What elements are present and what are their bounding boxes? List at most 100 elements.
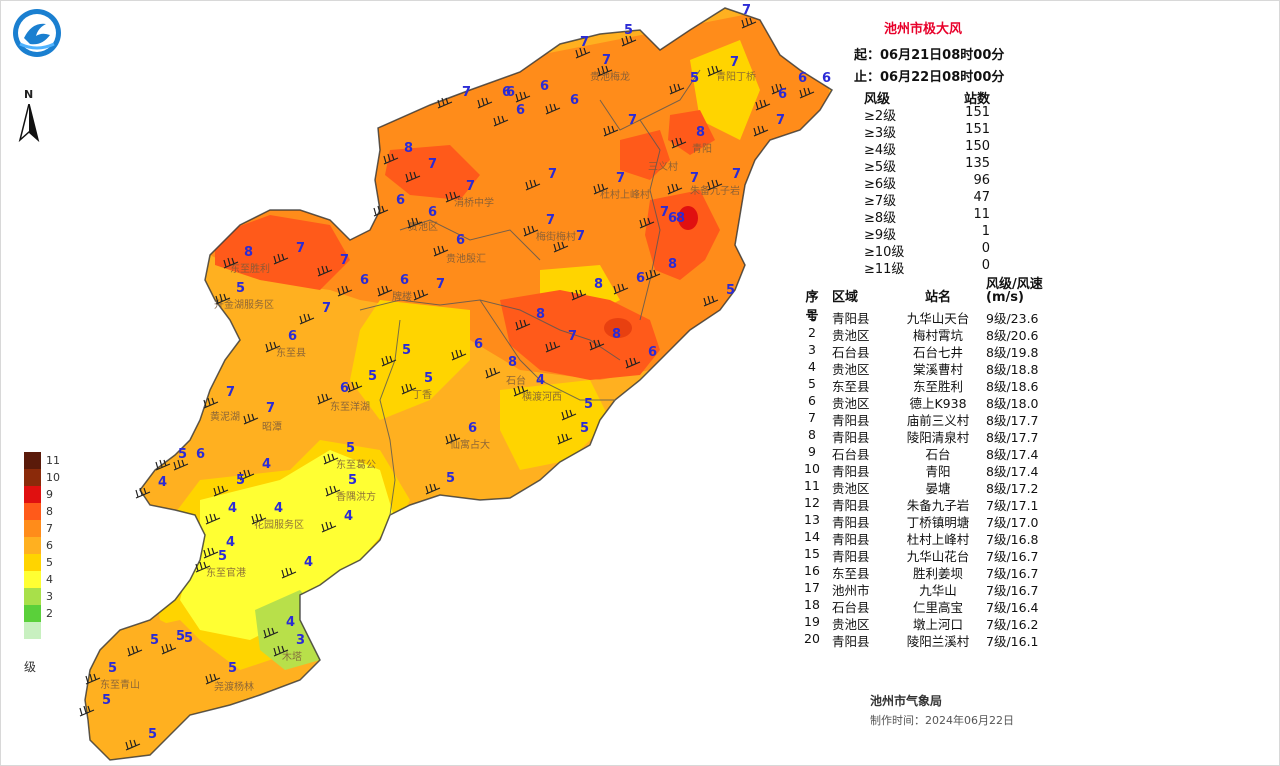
wind-grade-label: 6: [668, 211, 677, 226]
station-name-cell: 石台: [925, 447, 951, 462]
legend-label: 8: [46, 505, 53, 518]
wind-grade-label: 5: [150, 633, 159, 648]
station-name-cell: 墩上河口: [912, 617, 963, 632]
legend-swatch: [24, 503, 41, 520]
wind-barb-icon: [215, 293, 231, 305]
area-cell: 石台县: [832, 447, 870, 462]
wind-grade-layer: 7 5 7 7 6 6 7 6 6 6 5 7 7 6 6 7 8 8 7 7 …: [102, 3, 831, 742]
wind-barb-icon: [299, 313, 315, 325]
station-name-cell: 杜村上峰村: [906, 532, 970, 547]
area-cell: 青阳县: [832, 498, 870, 513]
table-row: 14 青阳县 杜村上峰村 7级/16.8: [800, 529, 1060, 547]
place-name: 东至青山: [100, 678, 140, 691]
legend-row: 11: [24, 452, 74, 469]
place-name: 横渡河西: [522, 390, 562, 403]
wind-barb-icon: [405, 171, 421, 183]
legend-swatch: [24, 571, 41, 588]
wind-grade-label: 8: [244, 245, 253, 260]
wind-barb-icon: [645, 269, 661, 281]
wind-barb-icon: [667, 183, 683, 195]
place-name: 东至胜利: [230, 262, 270, 275]
wind-barb-icon: [317, 393, 333, 405]
place-name: 贵池区: [408, 220, 438, 233]
area-cell: 贵池区: [832, 617, 870, 632]
wind-grade-label: 5: [690, 71, 699, 86]
area-cell: 东至县: [832, 379, 870, 394]
wind-grade-label: 5: [228, 661, 237, 676]
wind-barb-icon: [203, 547, 219, 559]
rank-no-cell: 4: [808, 359, 816, 374]
table-row: 10 青阳县 青阳 8级/17.4: [800, 461, 1060, 479]
wind-barb-icon: [321, 521, 337, 533]
station-name-cell: 胜利姜坝: [912, 566, 963, 581]
wind-grade-label: 6: [636, 271, 645, 286]
wind-grade-label: 5: [402, 343, 411, 358]
grade-cell: ≥9级: [864, 228, 897, 243]
wind-value-cell: 8级/17.7: [986, 413, 1039, 428]
wind-grade-label: 5: [102, 693, 111, 708]
wind-grade-label: 7: [580, 35, 589, 50]
place-name: 黄泥湖: [210, 410, 240, 423]
wind-barb-icon: [575, 47, 591, 59]
wind-grade-label: 6: [400, 273, 409, 288]
rank-no-cell: 20: [804, 631, 820, 646]
wind-barb-icon: [127, 645, 143, 657]
rank-rows: 1 青阳县 九华山天台 9级/23.6 2 贵池区 梅村霄坑 8级/20.6 3 石台县 石台七井 8…: [800, 308, 1060, 649]
table-row: 20 青阳县 陵阳兰溪村 7级/16.1: [800, 631, 1060, 649]
legend-label: 5: [46, 556, 53, 569]
rank-no-cell: 9: [808, 444, 816, 459]
wind-barb-icon: [243, 413, 259, 425]
legend-swatch: [24, 588, 41, 605]
legend-swatch: [24, 520, 41, 537]
wind-barb-icon: [281, 567, 297, 579]
legend-label: 7: [46, 522, 53, 535]
wind-barb-icon: [545, 341, 561, 353]
wind-grade-label: 5: [218, 549, 227, 564]
wind-barb-icon: [553, 241, 569, 253]
legend-row: [24, 622, 74, 639]
grade-row: ≥4级 150: [864, 139, 1004, 158]
rank-no-cell: 12: [804, 495, 820, 510]
wind-grade-label: 5: [368, 369, 377, 384]
wind-grade-label: 6: [396, 193, 405, 208]
place-name: 朱备九子岩: [690, 184, 740, 197]
legend-label: 6: [46, 539, 53, 552]
wind-barb-icon: [239, 469, 255, 481]
wind-grade-label: 6: [516, 103, 525, 118]
wind-barb-icon: [445, 191, 461, 203]
wind-grade-legend: 11 10 9 8 7 6 5 4 3 2: [24, 452, 74, 639]
period-end: 止：06月22日08时00分: [854, 70, 1005, 85]
station-name-cell: 东至胜利: [912, 379, 963, 394]
station-name-cell: 陵阳清泉村: [906, 430, 970, 445]
wind-grade-label: 7: [628, 113, 637, 128]
grade-row: ≥9级 1: [864, 224, 1004, 243]
wind-grade-label: 7: [568, 329, 577, 344]
wind-barb-icon: [707, 179, 723, 191]
wind-barb-icon: [621, 35, 637, 47]
wind-value-cell: 7级/17.1: [986, 498, 1039, 513]
wind-value-cell: 8级/17.2: [986, 481, 1039, 496]
station-name-cell: 石台七井: [912, 345, 963, 360]
table-row: 11 贵池区 晏塘 8级/17.2: [800, 478, 1060, 496]
wind-grade-label: 3: [296, 633, 305, 648]
wind-grade-label: 7: [296, 241, 305, 256]
legend-swatch: [24, 486, 41, 503]
station-name-cell: 丁桥镇明塘: [906, 515, 970, 530]
area-header: 区域: [832, 290, 859, 305]
wind-grade-label: 5: [446, 471, 455, 486]
grade-row: ≥11级 0: [864, 258, 1004, 277]
legend-row: 10: [24, 469, 74, 486]
wind-barb-icon: [125, 739, 141, 751]
wind-barb-icon: [273, 253, 289, 265]
wind-color-fill: [85, 8, 832, 760]
place-name: 香隅洪方: [336, 490, 376, 503]
area-cell: 池州市: [832, 583, 870, 598]
table-row: 5 东至县 东至胜利 8级/18.6: [800, 376, 1060, 394]
wind-barb-icon: [383, 153, 399, 165]
grade-row: ≥8级 11: [864, 207, 1004, 226]
table-row: 16 东至县 胜利姜坝 7级/16.7: [800, 563, 1060, 581]
wind-grade-label: 8: [696, 125, 705, 140]
table-row: 15 青阳县 九华山花台 7级/16.7: [800, 546, 1060, 564]
station-rank-table: 序号 区域 站名 风级/风速(m/s) 1 青阳县 九华山天台 9级/23.6 2 贵池区…: [800, 278, 1060, 649]
